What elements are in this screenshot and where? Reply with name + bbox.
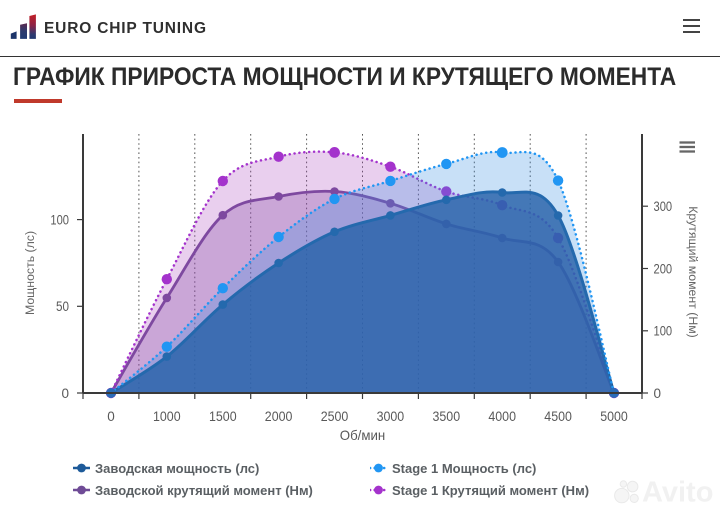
svg-text:50: 50: [56, 299, 69, 314]
svg-text:5000: 5000: [600, 409, 628, 424]
svg-text:1500: 1500: [209, 409, 237, 424]
svg-text:100: 100: [654, 324, 673, 339]
svg-text:0: 0: [107, 409, 115, 424]
svg-text:Avito: Avito: [642, 477, 713, 509]
svg-text:200: 200: [654, 261, 673, 276]
svg-text:0: 0: [654, 386, 662, 401]
svg-text:2500: 2500: [321, 409, 349, 424]
svg-text:4000: 4000: [488, 409, 516, 424]
svg-text:Крутящий момент (Нм): Крутящий момент (Нм): [686, 206, 700, 338]
svg-text:3000: 3000: [377, 409, 405, 424]
svg-text:Мощность (лс): Мощность (лс): [23, 231, 37, 315]
svg-text:0: 0: [61, 386, 69, 401]
svg-text:2000: 2000: [265, 409, 293, 424]
svg-text:1000: 1000: [153, 409, 181, 424]
svg-text:300: 300: [654, 199, 673, 214]
svg-text:4500: 4500: [544, 409, 572, 424]
svg-text:3500: 3500: [433, 409, 461, 424]
svg-text:Об/мин: Об/мин: [340, 428, 386, 443]
svg-text:100: 100: [50, 212, 69, 227]
